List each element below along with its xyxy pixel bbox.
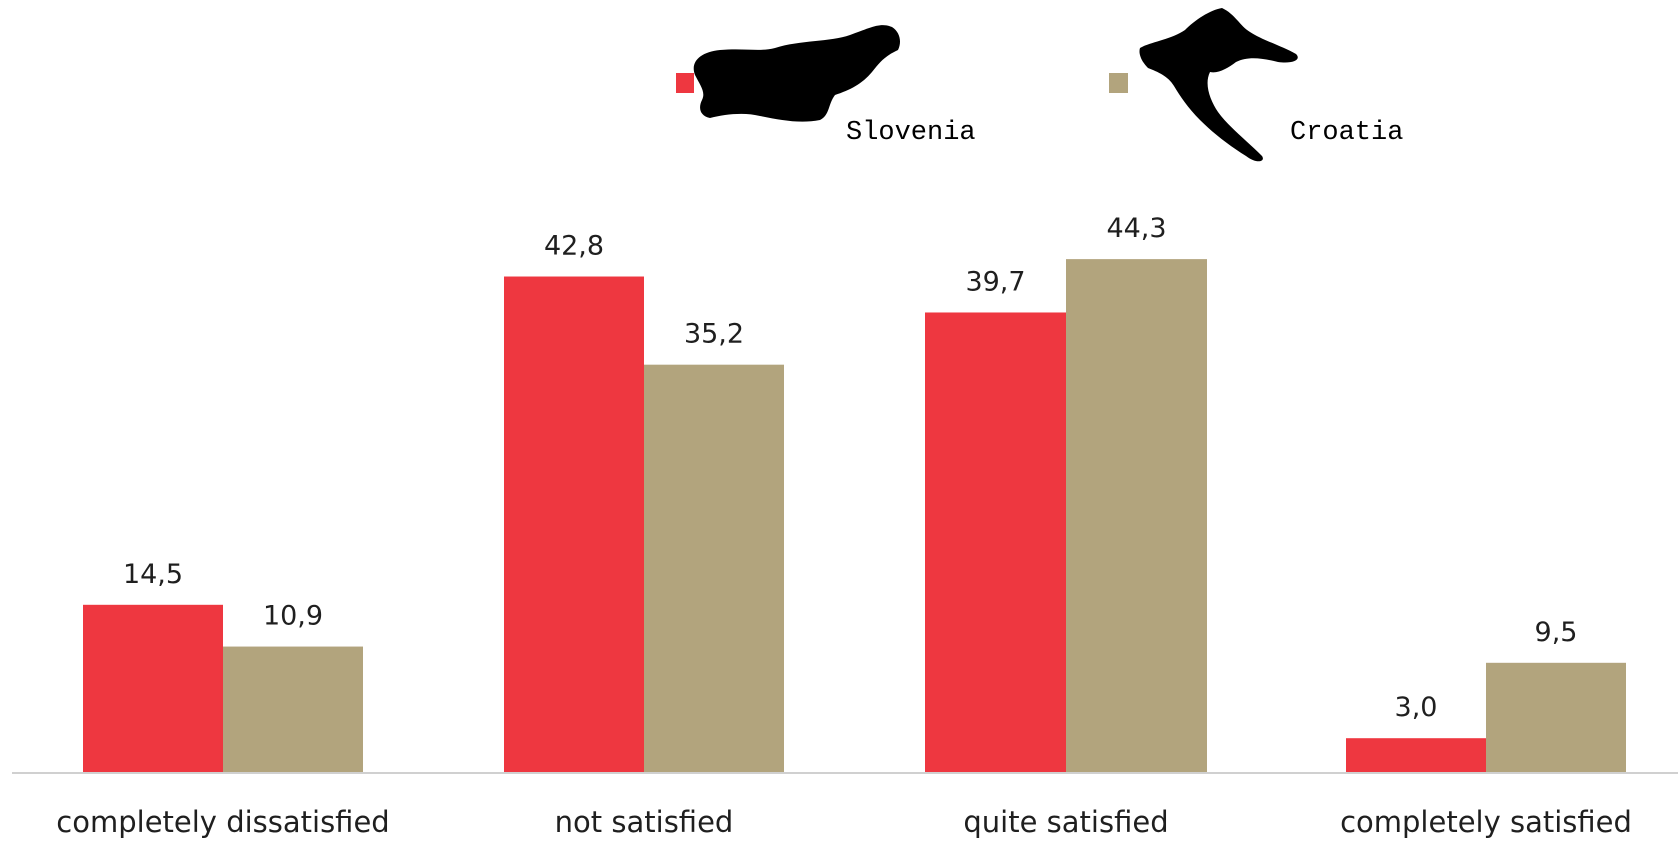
bars	[83, 259, 1626, 773]
bar-slovenia-quite-satisfied	[925, 312, 1066, 773]
slovenia-map-icon	[693, 25, 900, 122]
value-label-slovenia-not-satisfied: 42,8	[544, 231, 604, 262]
value-label-slovenia-completely-dissatisfied: 14,5	[123, 559, 183, 590]
legend-swatch-croatia	[1109, 73, 1128, 93]
legend-swatch-slovenia	[676, 73, 694, 93]
bar-slovenia-completely-dissatisfied	[83, 604, 223, 773]
bar-croatia-completely-dissatisfied	[223, 646, 363, 773]
category-label-completely-satisfied: completely satisfied	[1340, 805, 1632, 839]
legend: Slovenia Croatia	[676, 8, 1403, 162]
value-label-croatia-completely-dissatisfied: 10,9	[263, 601, 323, 632]
legend-label-croatia: Croatia	[1290, 118, 1403, 148]
legend-label-slovenia: Slovenia	[846, 118, 976, 148]
bar-slovenia-completely-satisfied	[1346, 738, 1486, 773]
value-label-slovenia-completely-satisfied: 3,0	[1395, 692, 1438, 723]
value-label-croatia-not-satisfied: 35,2	[684, 319, 744, 350]
croatia-map-icon	[1139, 8, 1298, 162]
category-label-completely-dissatisfied: completely dissatisfied	[56, 805, 389, 839]
bar-croatia-completely-satisfied	[1486, 662, 1626, 773]
bar-slovenia-not-satisfied	[504, 276, 644, 773]
value-label-slovenia-quite-satisfied: 39,7	[965, 266, 1025, 297]
value-labels: 14,5 10,9 42,8 35,2 39,7 44,3 3,0 9,5	[123, 213, 1578, 723]
bar-croatia-not-satisfied	[644, 364, 784, 773]
category-label-quite-satisfied: quite satisfied	[963, 805, 1168, 839]
value-label-croatia-completely-satisfied: 9,5	[1535, 617, 1578, 648]
bar-croatia-quite-satisfied	[1066, 259, 1207, 773]
category-label-not-satisfied: not satisfied	[555, 805, 734, 839]
category-labels: completely dissatisfied not satisfied quit…	[56, 805, 1632, 839]
value-label-croatia-quite-satisfied: 44,3	[1106, 213, 1166, 244]
